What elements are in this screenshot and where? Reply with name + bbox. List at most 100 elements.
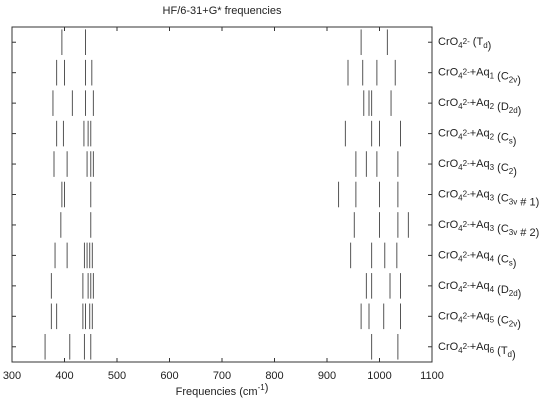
superscript: 2- [463, 342, 470, 351]
text-part: +Aq [470, 280, 490, 292]
superscript: 2- [463, 159, 470, 168]
subscript: 5 [490, 315, 495, 324]
text-part: ) [517, 75, 521, 87]
subscript: d [508, 350, 512, 359]
superscript: 2- [463, 281, 470, 290]
text-part: (C [494, 314, 509, 326]
superscript: 2- [463, 68, 470, 77]
superscript: 2- [463, 129, 470, 138]
x-tick-label: 900 [318, 370, 336, 382]
subscript: 4 [458, 194, 463, 203]
text-part: +Aq [470, 97, 490, 109]
y-tick-label: CrO42-+Aq1 (C2v) [438, 67, 521, 87]
superscript: 2- [463, 37, 470, 46]
subscript: 4 [458, 346, 463, 355]
subscript: 2 [490, 133, 495, 142]
subscript: 4 [458, 315, 463, 324]
y-tick-label: CrO42-+Aq4 (Cs) [438, 249, 516, 269]
text-part: CrO [438, 97, 459, 109]
text-part: +Aq [470, 158, 490, 170]
subscript: 2 [490, 102, 495, 111]
superscript: 2- [463, 251, 470, 260]
text-part: +Aq [470, 67, 490, 79]
subscript: 6 [490, 346, 495, 355]
text-part: ) [518, 288, 522, 300]
subscript: 1 [490, 72, 495, 81]
superscript: 2- [463, 190, 470, 199]
text-part: +Aq [470, 127, 490, 139]
text-part: CrO [438, 188, 459, 200]
text-part: ) [513, 257, 517, 269]
y-tick-label: CrO42-+Aq6 (Td) [438, 341, 516, 361]
x-axis-label: Frequencies (cm-1) [176, 382, 269, 398]
text-part: (C [494, 162, 509, 174]
y-tick-label: CrO42-+Aq3 (C3v # 2) [438, 219, 539, 239]
text-part: +Aq [470, 219, 490, 231]
text-part: CrO [438, 67, 459, 79]
superscript: 2- [463, 98, 470, 107]
text-part: CrO [438, 158, 459, 170]
text-part: ) [512, 349, 516, 361]
text-part: (C [494, 223, 509, 235]
text-part: # 2) [517, 227, 539, 239]
text-part: (D [494, 284, 509, 296]
x-tick-label: 600 [160, 370, 178, 382]
text-part: (T [494, 345, 508, 357]
text-part: Frequencies (cm [176, 386, 258, 398]
y-tick-label: CrO42- (Td) [438, 36, 491, 52]
text-part: (D [494, 101, 509, 113]
text-part: +Aq [470, 341, 490, 353]
text-part: CrO [438, 280, 459, 292]
x-tick-label: 400 [55, 370, 73, 382]
subscript: 4 [458, 102, 463, 111]
text-part: ) [518, 105, 522, 117]
subscript: 2d [509, 289, 518, 298]
superscript: 2- [463, 220, 470, 229]
text-part: +Aq [470, 310, 490, 322]
subscript: 3 [490, 194, 495, 203]
text-part: +Aq [470, 249, 490, 261]
text-part: (C [494, 131, 509, 143]
superscript: -1 [258, 383, 266, 392]
x-tick-label: 300 [3, 370, 21, 382]
chart-title: HF/6-31+G* frequencies [163, 5, 282, 17]
text-part: ) [513, 166, 517, 178]
text-part: CrO [438, 249, 459, 261]
subscript: 4 [490, 255, 495, 264]
text-part: (C [494, 253, 509, 265]
subscript: 3 [490, 224, 495, 233]
superscript: 2- [463, 311, 470, 320]
subscript: s [509, 137, 513, 146]
subscript: 4 [458, 285, 463, 294]
subscript: d [483, 41, 487, 50]
subscript: s [509, 259, 513, 268]
subscript: 4 [458, 163, 463, 172]
subscript: 3 [490, 163, 495, 172]
subscript: 4 [458, 41, 463, 50]
y-tick-label: CrO42-+Aq3 (C3v # 1) [438, 188, 539, 208]
text-part: ) [517, 318, 521, 330]
subscript: 4 [458, 133, 463, 142]
text-part: ) [265, 382, 269, 394]
text-part: CrO [438, 127, 459, 139]
subscript: 3v [509, 228, 517, 237]
text-part: CrO [438, 219, 459, 231]
x-tick-label: 1100 [420, 370, 444, 382]
text-part: (C [494, 71, 509, 83]
x-tick-label: 500 [108, 370, 126, 382]
subscript: 4 [458, 224, 463, 233]
x-tick-label: 800 [265, 370, 283, 382]
text-part: (T [470, 36, 484, 48]
subscript: 4 [490, 285, 495, 294]
subscript: 2v [509, 76, 517, 85]
y-tick-label: CrO42-+Aq2 (Cs) [438, 127, 516, 147]
text-part: (C [494, 192, 509, 204]
text-part: CrO [438, 36, 459, 48]
text-part: +Aq [470, 188, 490, 200]
subscript: 2v [509, 319, 517, 328]
y-tick-label: CrO42-+Aq4 (D2d) [438, 280, 521, 300]
subscript: 3v [509, 198, 517, 207]
text-part: CrO [438, 341, 459, 353]
text-part: # 1) [517, 196, 539, 208]
